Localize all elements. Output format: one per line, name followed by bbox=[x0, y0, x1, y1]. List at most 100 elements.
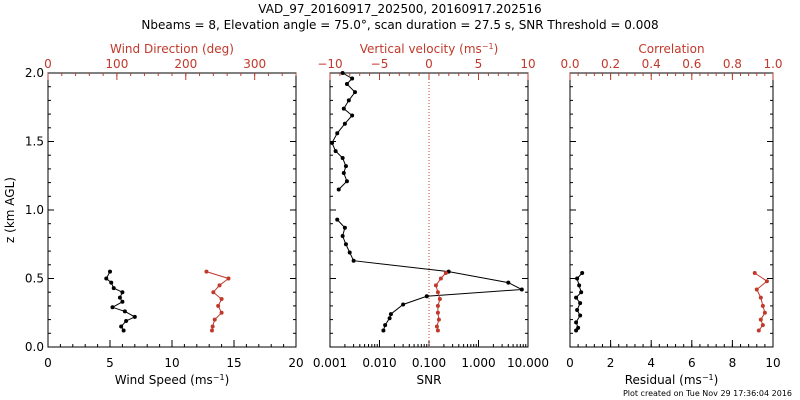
data-point bbox=[342, 225, 347, 230]
data-point bbox=[424, 294, 429, 299]
data-point bbox=[342, 121, 347, 126]
top-axis-label: Vertical velocity (ms−1) bbox=[360, 42, 499, 57]
data-point bbox=[437, 297, 442, 302]
data-point bbox=[210, 324, 215, 329]
data-point bbox=[436, 317, 441, 322]
data-point bbox=[108, 269, 112, 274]
data-point bbox=[124, 318, 129, 323]
top-tick-label: 0.6 bbox=[682, 57, 701, 71]
top-tick-label: 0 bbox=[44, 57, 52, 71]
data-point bbox=[519, 287, 524, 292]
data-point bbox=[387, 316, 392, 321]
x-axis-label: Wind Speed (ms−1) bbox=[115, 373, 230, 388]
data-point bbox=[336, 187, 341, 192]
data-point bbox=[762, 310, 767, 315]
data-point bbox=[204, 269, 209, 274]
data-point bbox=[760, 323, 765, 328]
data-point bbox=[330, 140, 335, 145]
top-tick-label: 10 bbox=[520, 57, 535, 71]
x-tick-label: 0.100 bbox=[412, 356, 446, 370]
data-point bbox=[578, 313, 583, 318]
top-tick-label: 200 bbox=[174, 57, 197, 71]
y-tick-label: 0.5 bbox=[25, 272, 44, 286]
data-point bbox=[434, 324, 439, 329]
top-tick-label: 5 bbox=[475, 57, 483, 71]
x-tick-label: 8 bbox=[729, 356, 737, 370]
top-tick-label: 0.8 bbox=[723, 57, 742, 71]
x-tick-label: 0.010 bbox=[362, 356, 396, 370]
data-point bbox=[754, 287, 759, 292]
data-point bbox=[216, 303, 221, 308]
data-point bbox=[580, 271, 585, 276]
y-tick-label: 1.0 bbox=[25, 203, 44, 217]
data-point bbox=[575, 308, 580, 313]
data-point bbox=[435, 303, 440, 308]
x-tick-label: 2 bbox=[607, 356, 615, 370]
data-point bbox=[506, 280, 511, 285]
data-point bbox=[350, 113, 355, 118]
data-point bbox=[217, 283, 222, 288]
data-point bbox=[764, 279, 769, 284]
y-tick-label: 1.5 bbox=[25, 135, 44, 149]
plot-created-footer: Plot created on Tue Nov 29 17:36:04 2016 bbox=[622, 389, 792, 398]
x-tick-label: 1.000 bbox=[461, 356, 495, 370]
data-point bbox=[226, 276, 231, 281]
x-tick-label: 10 bbox=[164, 356, 179, 370]
top-tick-label: 0.0 bbox=[560, 57, 579, 71]
data-point bbox=[758, 295, 763, 300]
data-point bbox=[117, 295, 122, 300]
top-tick-label: −10 bbox=[317, 57, 342, 71]
data-point bbox=[109, 280, 114, 285]
top-tick-label: 1.0 bbox=[763, 57, 782, 71]
plot-frame bbox=[569, 72, 774, 348]
data-point bbox=[576, 325, 581, 330]
data-point bbox=[443, 271, 448, 276]
data-point bbox=[347, 250, 352, 255]
y-tick-label: 2.0 bbox=[25, 66, 44, 80]
data-point bbox=[353, 90, 358, 95]
data-point bbox=[346, 98, 351, 103]
data-point bbox=[119, 324, 124, 329]
data-point bbox=[132, 314, 137, 319]
top-axis-label: Correlation bbox=[638, 42, 704, 56]
data-point bbox=[344, 179, 349, 184]
data-point bbox=[344, 81, 349, 86]
x-tick-label: 0 bbox=[44, 356, 52, 370]
data-point bbox=[577, 283, 582, 288]
data-point bbox=[381, 328, 386, 333]
data-point bbox=[219, 310, 224, 315]
data-point bbox=[760, 303, 765, 308]
data-point bbox=[578, 301, 583, 306]
chart-subtitle: Nbeams = 8, Elevation angle = 75.0°, sca… bbox=[141, 18, 659, 32]
data-point bbox=[574, 295, 579, 300]
plot-frame bbox=[47, 72, 297, 348]
data-point bbox=[579, 290, 584, 295]
data-point bbox=[756, 328, 761, 333]
data-point bbox=[575, 276, 580, 281]
x-tick-label: 20 bbox=[288, 356, 303, 370]
data-point bbox=[219, 297, 224, 302]
data-point bbox=[401, 302, 406, 307]
data-point bbox=[340, 155, 345, 160]
data-point bbox=[111, 286, 116, 291]
x-tick-label: 0 bbox=[566, 356, 574, 370]
data-point bbox=[120, 299, 125, 304]
top-tick-label: 300 bbox=[243, 57, 266, 71]
data-point bbox=[340, 71, 345, 75]
y-axis-label: z (km AGL) bbox=[3, 177, 17, 243]
data-point bbox=[209, 328, 214, 333]
data-point bbox=[574, 320, 579, 325]
data-point bbox=[343, 242, 348, 247]
data-point bbox=[110, 305, 115, 310]
series-line bbox=[331, 72, 356, 190]
top-tick-label: 0.2 bbox=[601, 57, 620, 71]
x-axis-label: Residual (ms−1) bbox=[625, 373, 719, 388]
x-tick-label: 10.000 bbox=[507, 356, 549, 370]
data-point bbox=[104, 276, 109, 281]
data-point bbox=[340, 234, 345, 239]
data-point bbox=[335, 131, 340, 136]
data-point bbox=[211, 290, 216, 295]
top-tick-label: 0 bbox=[425, 57, 433, 71]
top-axis-label: Wind Direction (deg) bbox=[110, 42, 234, 56]
